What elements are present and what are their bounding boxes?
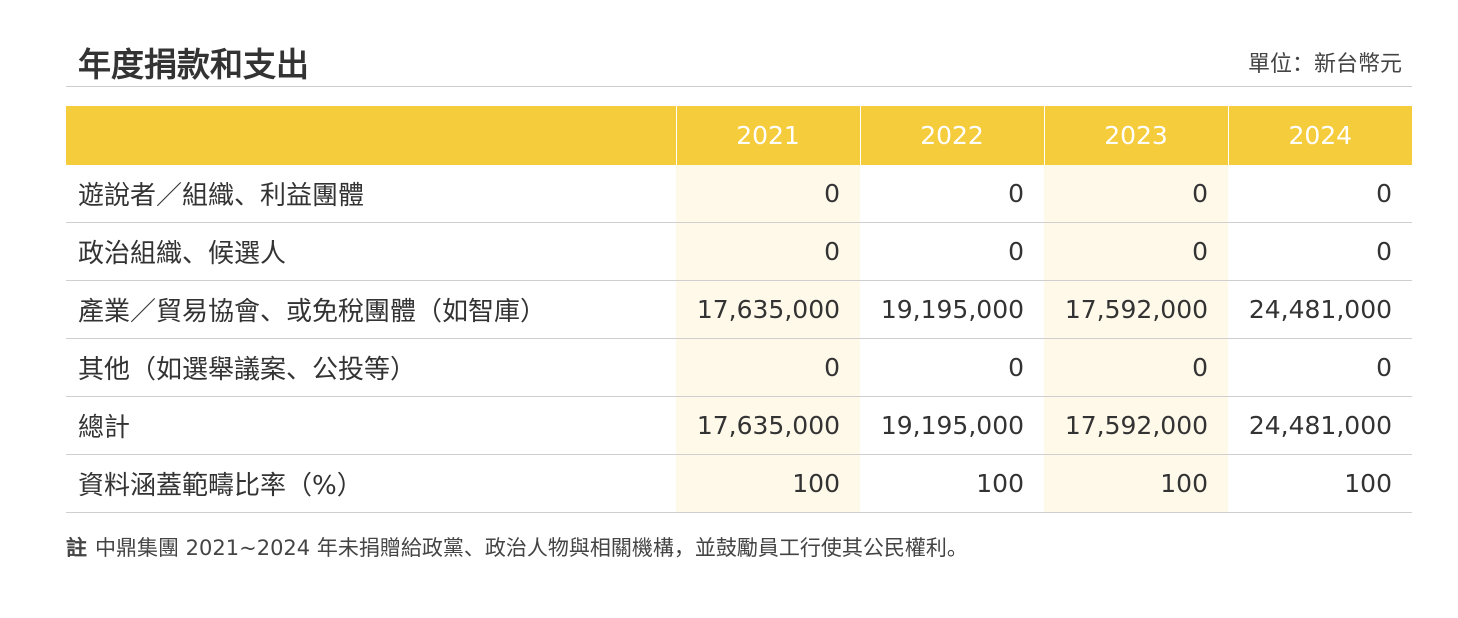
cell: 24,481,000 (1228, 280, 1412, 339)
cell: 0 (860, 165, 1044, 223)
row: 產業／貿易協會、或免稅團體（如智庫） 17,635,000 19,195,000 17… (66, 280, 1412, 339)
header-row: 2021 2022 2023 2024 (66, 106, 1412, 165)
note: 註中鼎集團 2021~2024 年未捐贈給政黨、政治人物與相關機構，並鼓勵員工行… (66, 532, 968, 562)
cell: 17,635,000 (676, 396, 860, 455)
row-label: 資料涵蓋範疇比率（%） (66, 454, 676, 513)
row: 政治組織、候選人 0 0 0 0 (66, 222, 1412, 281)
cell: 0 (860, 338, 1044, 397)
cell: 17,592,000 (1044, 396, 1228, 455)
cell: 0 (1228, 338, 1412, 397)
unit: 單位：新台幣元 (1247, 52, 1402, 77)
corner (66, 106, 676, 165)
cell: 100 (676, 454, 860, 513)
cell: 0 (676, 222, 860, 281)
cell: 0 (676, 165, 860, 223)
cell: 24,481,000 (1228, 396, 1412, 455)
cell: 19,195,000 (860, 396, 1044, 455)
column-header: 2023 (1043, 106, 1228, 165)
cell: 100 (1228, 454, 1412, 513)
row: 遊說者／組織、利益團體 0 0 0 0 (66, 165, 1412, 223)
header: 年度捐款和支出 單位：新台幣元 (66, 36, 1412, 87)
column-header: 2021 (675, 106, 860, 165)
title: 年度捐款和支出 (78, 45, 309, 84)
row-label: 總計 (66, 396, 676, 455)
cell: 17,592,000 (1044, 280, 1228, 339)
cell: 0 (1044, 338, 1228, 397)
row: 其他（如選舉議案、公投等） 0 0 0 0 (66, 338, 1412, 397)
cell: 0 (1044, 165, 1228, 223)
cell: 0 (860, 222, 1044, 281)
cell: 0 (1044, 222, 1228, 281)
row-label: 其他（如選舉議案、公投等） (66, 338, 676, 397)
row-label: 產業／貿易協會、或免稅團體（如智庫） (66, 280, 676, 339)
cell: 0 (1228, 165, 1412, 223)
row: 資料涵蓋範疇比率（%） 100 100 100 100 (66, 454, 1412, 513)
cell: 100 (860, 454, 1044, 513)
row-label: 政治組織、候選人 (66, 222, 676, 281)
cell: 0 (676, 338, 860, 397)
note-label: 註 (66, 536, 87, 560)
row-label: 遊說者／組織、利益團體 (66, 165, 676, 223)
cell: 19,195,000 (860, 280, 1044, 339)
column-header: 2022 (859, 106, 1044, 165)
column-header: 2024 (1227, 106, 1412, 165)
cell: 17,635,000 (676, 280, 860, 339)
cell: 100 (1044, 454, 1228, 513)
cell: 0 (1228, 222, 1412, 281)
table: 2021 2022 2023 2024 遊說者／組織、利益團體 0 0 0 0 政治組織、候選人… (66, 106, 1412, 513)
row: 總計 17,635,000 19,195,000 17,592,000 24,481,0… (66, 396, 1412, 455)
note-text: 中鼎集團 2021~2024 年未捐贈給政黨、政治人物與相關機構，並鼓勵員工行使… (95, 536, 968, 560)
